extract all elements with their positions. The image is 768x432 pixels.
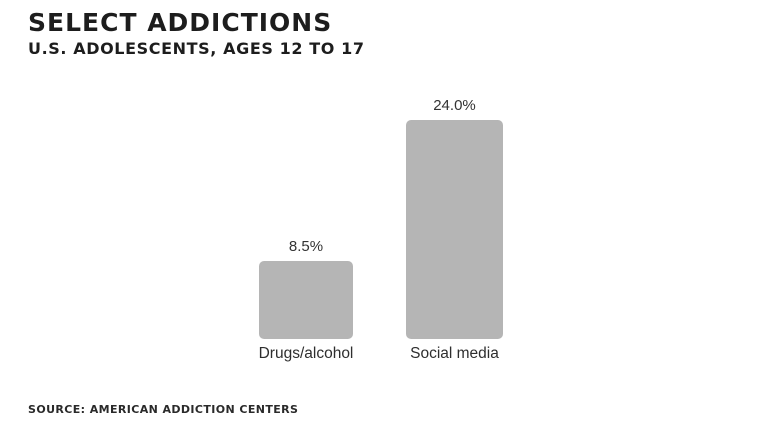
- chart-subtitle: U.S. ADOLESCENTS, AGES 12 TO 17: [28, 39, 365, 58]
- bar-group-social-media: 24.0% Social media: [406, 97, 503, 362]
- category-label-social-media: Social media: [410, 345, 499, 362]
- source-note: SOURCE: AMERICAN ADDICTION CENTERS: [28, 403, 299, 416]
- value-label-social-media: 24.0%: [433, 97, 476, 114]
- bar-drugs-alcohol: [259, 261, 353, 339]
- category-label-drugs-alcohol: Drugs/alcohol: [258, 345, 354, 362]
- chart-title: SELECT ADDICTIONS: [28, 8, 333, 37]
- value-label-drugs-alcohol: 8.5%: [288, 238, 324, 255]
- bar-group-drugs-alcohol: 8.5% Drugs/alcohol: [259, 238, 354, 362]
- bar-social-media: [406, 120, 503, 339]
